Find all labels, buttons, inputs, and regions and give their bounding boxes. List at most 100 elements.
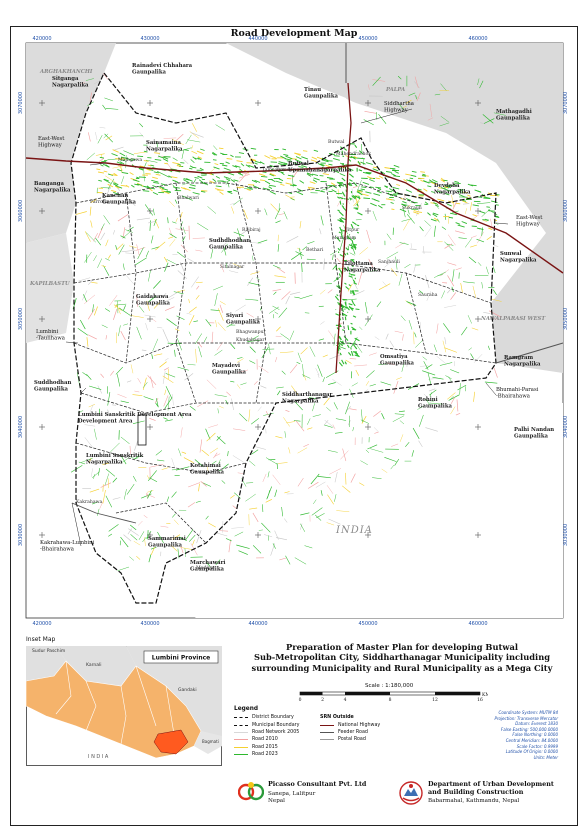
road-segment	[84, 424, 96, 427]
road-segment	[359, 482, 365, 486]
road-segment-corridor	[347, 325, 350, 331]
road-segment	[221, 243, 228, 253]
road-segment	[178, 448, 182, 457]
inset-map[interactable]: Lumbini Province Sudur Paschim Karnali G…	[26, 646, 222, 766]
road-segment	[402, 334, 404, 341]
road-segment	[205, 319, 212, 327]
place-label-line: Lumbini Sanskritik	[86, 453, 144, 459]
town-labels: Butwal Mahendrachok Manigram Sukrauli Bhalwa…	[76, 139, 438, 571]
road-segment-corridor	[345, 247, 349, 251]
northing-tick-left: 3050000	[18, 308, 24, 330]
road-segment	[215, 124, 225, 131]
road-segment	[274, 207, 281, 220]
road-segment	[332, 379, 342, 386]
road-segment	[157, 171, 170, 178]
road-segment	[378, 283, 391, 290]
road-segment-corridor	[348, 284, 352, 287]
road-segment	[386, 233, 392, 240]
road-segment	[81, 82, 86, 85]
road-segment	[313, 499, 317, 505]
road-segment	[208, 424, 219, 428]
road-segment	[477, 231, 484, 244]
road-segment-urban	[254, 179, 261, 183]
road-segment-urban	[360, 161, 366, 165]
road-segment-urban	[394, 170, 399, 174]
road-segment	[117, 214, 129, 222]
projection-line: False Northing: 0.0000	[512, 732, 558, 738]
east-west-highway[interactable]	[25, 157, 564, 274]
road-segment-urban	[201, 190, 208, 192]
easting-tick-top: 460000	[468, 36, 487, 42]
road-segment	[201, 449, 210, 456]
road-segment-urban	[280, 171, 285, 176]
road-segment	[247, 339, 260, 342]
road-segment	[479, 80, 484, 89]
road-segment	[436, 323, 439, 334]
road-segment-corridor	[347, 236, 353, 241]
road-segment	[112, 497, 121, 500]
road-segment	[330, 250, 338, 256]
road-segment-urban	[258, 173, 266, 177]
road-segment	[328, 518, 341, 525]
road-segment	[392, 415, 405, 422]
road-segment	[261, 346, 269, 359]
road-segment	[164, 419, 173, 422]
road-segment-urban	[170, 168, 177, 171]
road-segment	[120, 400, 129, 404]
road-segment	[424, 227, 432, 237]
place-label-line: Nagarpalika	[86, 459, 123, 465]
road-segment	[399, 420, 405, 425]
road-segment	[323, 258, 325, 270]
siddhartha-highway[interactable]	[335, 82, 352, 374]
road-segment	[401, 362, 405, 372]
road-segment	[203, 336, 208, 343]
road-segment-corridor	[340, 233, 344, 239]
road-segment-corridor	[352, 194, 357, 199]
road-segment-urban	[371, 198, 376, 201]
legend-item-national-highway: National Highway	[320, 721, 380, 728]
projection-line: Units: Meter	[533, 754, 558, 760]
road-segment	[444, 305, 457, 308]
legend-heading: Legend	[234, 706, 258, 712]
road-segment	[155, 402, 159, 408]
road-segment	[265, 410, 269, 416]
scale-unit: KM	[482, 692, 488, 698]
road-segment	[103, 265, 110, 276]
road-segment	[294, 557, 307, 565]
road-segment	[381, 468, 388, 473]
road-segment	[492, 266, 496, 273]
road-segment-urban	[454, 180, 460, 183]
road-segment	[327, 289, 333, 294]
road-segment	[228, 539, 231, 553]
road-segment	[170, 545, 178, 552]
road-segment-urban	[443, 179, 448, 182]
hill-area-rainadevi	[116, 51, 226, 123]
road-segment-corridor	[350, 273, 356, 276]
leader-line	[80, 387, 87, 394]
road-segment	[70, 465, 83, 473]
road-segment-urban	[373, 166, 378, 169]
legend-item-road-2023: Road 2023	[234, 751, 320, 758]
road-segment-urban	[214, 163, 219, 166]
road-segment	[102, 104, 107, 110]
road-segment	[391, 443, 399, 447]
inset-region-bagmati: Bagmati	[202, 739, 219, 744]
road-segment	[188, 331, 192, 337]
road-segment-urban	[391, 208, 395, 211]
place-label-line: -Taulihawa	[36, 335, 66, 341]
road-segment	[172, 534, 181, 540]
road-segment	[191, 145, 194, 150]
road-segment	[86, 337, 89, 347]
road-segment-corridor	[351, 240, 354, 245]
road-segment	[386, 362, 395, 365]
feeder-road-east	[495, 342, 564, 364]
road-segment	[138, 305, 145, 313]
place-label-line: Siddharthanagar	[282, 392, 332, 398]
main-map[interactable]: ARGHAKHANCHI PALPA KAPILBASTU NAWALPARAS…	[18, 36, 569, 627]
road-segment	[320, 321, 325, 325]
road-segment-corridor	[353, 282, 358, 285]
town-label: Tansen	[276, 167, 292, 173]
leader-line	[495, 222, 509, 225]
road-segment-urban	[215, 185, 222, 188]
place-label-siyari: Siyari Gaunpalika	[226, 313, 260, 325]
